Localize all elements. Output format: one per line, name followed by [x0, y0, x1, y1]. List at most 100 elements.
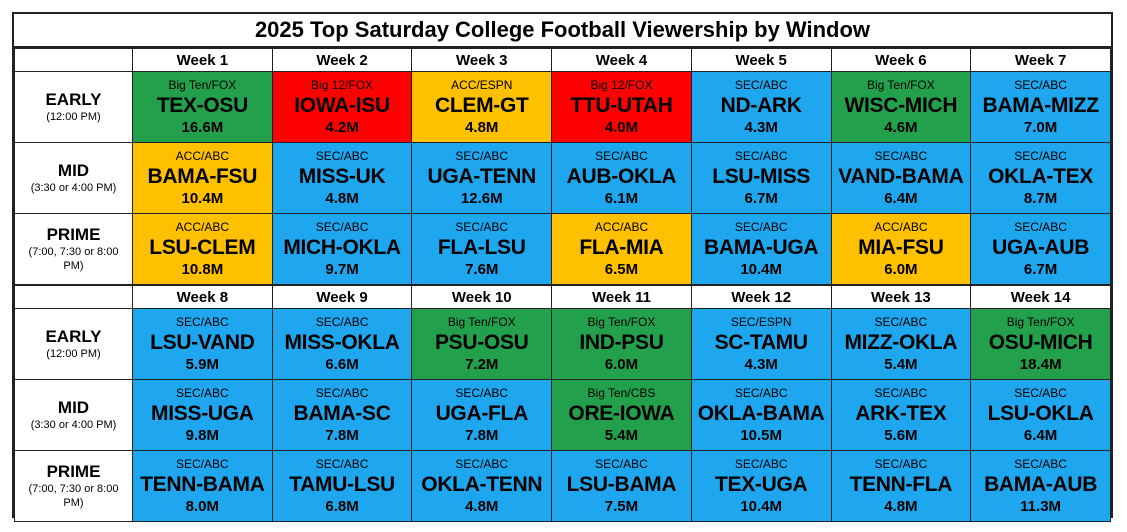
game-cell: SEC/ABC TEX-UGA 10.4M [690, 450, 832, 522]
game-cell: SEC/ABC BAMA-AUB 11.3M [970, 450, 1111, 522]
network-label: Big Ten/FOX [1006, 314, 1075, 329]
network-label: SEC/ABC [176, 456, 229, 471]
network-label: SEC/ABC [734, 456, 788, 471]
network-label: Big 12/FOX [311, 77, 374, 92]
window-time: (12:00 PM) [46, 111, 101, 123]
matchup-label: OKLA-TENN [421, 472, 543, 496]
viewers-label: 10.5M [740, 426, 783, 444]
game-cell: Big Ten/FOX PSU-OSU 7.2M [411, 308, 553, 380]
viewers-label: 4.8M [884, 497, 918, 515]
viewership-table-frame: 2025 Top Saturday College Football Viewe… [12, 12, 1113, 522]
network-label: SEC/ABC [315, 219, 369, 234]
network-label: SEC/ABC [1014, 77, 1067, 92]
matchup-label: LSU-MISS [712, 164, 811, 188]
window-label-cell: PRIME (7:00, 7:30 or 8:00 PM) [14, 213, 133, 286]
game-cell: SEC/ABC MISS-OKLA 6.6M [271, 308, 413, 380]
window-name: PRIME [46, 225, 101, 244]
viewers-label: 7.2M [465, 355, 499, 373]
viewers-label: 10.4M [740, 260, 783, 278]
network-label: ACC/ABC [594, 219, 649, 234]
game-cell: SEC/ESPN SC-TAMU 4.3M [690, 308, 832, 380]
week-header-row: Week 1 Week 2 Week 3 Week 4 Week 5 Week 6 Week… [14, 48, 1111, 72]
week-header: Week 10 [411, 284, 553, 309]
matchup-label: PSU-OSU [434, 330, 529, 354]
matchup-label: ND-ARK [720, 93, 802, 117]
network-label: SEC/ABC [176, 314, 229, 329]
game-cell: SEC/ABC ND-ARK 4.3M [690, 71, 832, 143]
week-header: Week 6 [830, 48, 972, 72]
network-label: SEC/ABC [874, 456, 928, 471]
window-name: MID [57, 398, 90, 417]
game-cell: SEC/ABC BAMA-UGA 10.4M [690, 213, 832, 286]
window-time: (3:30 or 4:00 PM) [30, 419, 117, 431]
viewers-label: 5.6M [884, 426, 918, 444]
network-label: SEC/ABC [874, 385, 928, 400]
network-label: SEC/ABC [315, 314, 369, 329]
game-cell: SEC/ABC UGA-AUB 6.7M [970, 213, 1111, 286]
matchup-label: BAMA-UGA [704, 235, 819, 259]
network-label: ACC/ABC [874, 219, 928, 234]
network-label: SEC/ABC [734, 148, 788, 163]
game-cell: SEC/ABC OKLA-TEX 8.7M [970, 142, 1111, 214]
window-name: MID [57, 161, 90, 180]
viewers-label: 4.3M [744, 118, 778, 136]
window-time: (3:30 or 4:00 PM) [30, 182, 117, 194]
viewers-label: 18.4M [1019, 355, 1062, 373]
window-name: PRIME [46, 462, 101, 481]
network-label: ACC/ESPN [451, 77, 513, 92]
week-header: Week 9 [271, 284, 413, 309]
game-cell: SEC/ABC OKLA-TENN 4.8M [411, 450, 553, 522]
matchup-label: LSU-BAMA [566, 472, 677, 496]
window-row: PRIME (7:00, 7:30 or 8:00 PM) ACC/ABC LSU-C… [14, 213, 1111, 286]
week-header: Week 13 [830, 284, 972, 309]
network-label: SEC/ABC [455, 219, 509, 234]
viewers-label: 10.4M [181, 189, 224, 207]
week-header: Week 5 [690, 48, 832, 72]
viewers-label: 11.3M [1020, 497, 1062, 515]
matchup-label: TENN-FLA [849, 472, 953, 496]
game-cell: SEC/ABC MISS-UGA 9.8M [132, 379, 273, 451]
matchup-label: UGA-FLA [435, 401, 529, 425]
matchup-label: MICH-OKLA [283, 235, 401, 259]
game-cell: Big Ten/FOX WISC-MICH 4.6M [830, 71, 972, 143]
viewers-label: 4.0M [604, 118, 639, 136]
viewers-label: 5.4M [604, 426, 639, 444]
network-label: SEC/ABC [874, 148, 928, 163]
game-cell: SEC/ABC LSU-VAND 5.9M [132, 308, 273, 380]
network-label: SEC/ABC [874, 314, 928, 329]
viewers-label: 6.5M [604, 260, 639, 278]
game-cell: SEC/ABC UGA-TENN 12.6M [411, 142, 553, 214]
matchup-label: LSU-VAND [150, 330, 255, 354]
window-label-cell: EARLY (12:00 PM) [14, 71, 133, 143]
network-label: Big Ten/FOX [447, 314, 516, 329]
week-header: Week 11 [551, 284, 692, 309]
window-label-cell: MID (3:30 or 4:00 PM) [14, 379, 133, 451]
window-label-cell: MID (3:30 or 4:00 PM) [14, 142, 133, 214]
table-title: 2025 Top Saturday College Football Viewe… [14, 14, 1111, 48]
matchup-label: TEX-UGA [714, 472, 808, 496]
matchup-label: BAMA-MIZZ [982, 93, 1099, 117]
game-cell: SEC/ABC MIZZ-OKLA 5.4M [830, 308, 972, 380]
game-cell: SEC/ABC LSU-OKLA 6.4M [970, 379, 1111, 451]
matchup-label: FLA-MIA [579, 235, 664, 259]
viewers-label: 6.6M [325, 355, 359, 373]
matchup-label: FLA-LSU [437, 235, 526, 259]
matchup-label: OKLA-BAMA [697, 401, 825, 425]
viewers-label: 6.1M [604, 189, 639, 207]
game-cell: Big 12/FOX IOWA-ISU 4.2M [271, 71, 413, 143]
network-label: SEC/ABC [455, 148, 509, 163]
matchup-label: TENN-BAMA [140, 472, 265, 496]
viewers-label: 6.0M [604, 355, 639, 373]
game-cell: Big Ten/CBS ORE-IOWA 5.4M [551, 379, 692, 451]
network-label: Big 12/FOX [590, 77, 653, 92]
viewers-label: 7.5M [604, 497, 639, 515]
matchup-label: LSU-OKLA [987, 401, 1094, 425]
matchup-label: MISS-UGA [151, 401, 254, 425]
network-label: SEC/ABC [734, 219, 788, 234]
window-time: (12:00 PM) [46, 348, 101, 360]
game-cell: ACC/ABC LSU-CLEM 10.8M [132, 213, 273, 286]
matchup-label: MIZZ-OKLA [844, 330, 958, 354]
network-label: SEC/ABC [176, 385, 229, 400]
game-cell: SEC/ABC TAMU-LSU 6.8M [271, 450, 413, 522]
viewers-label: 4.2M [325, 118, 359, 136]
